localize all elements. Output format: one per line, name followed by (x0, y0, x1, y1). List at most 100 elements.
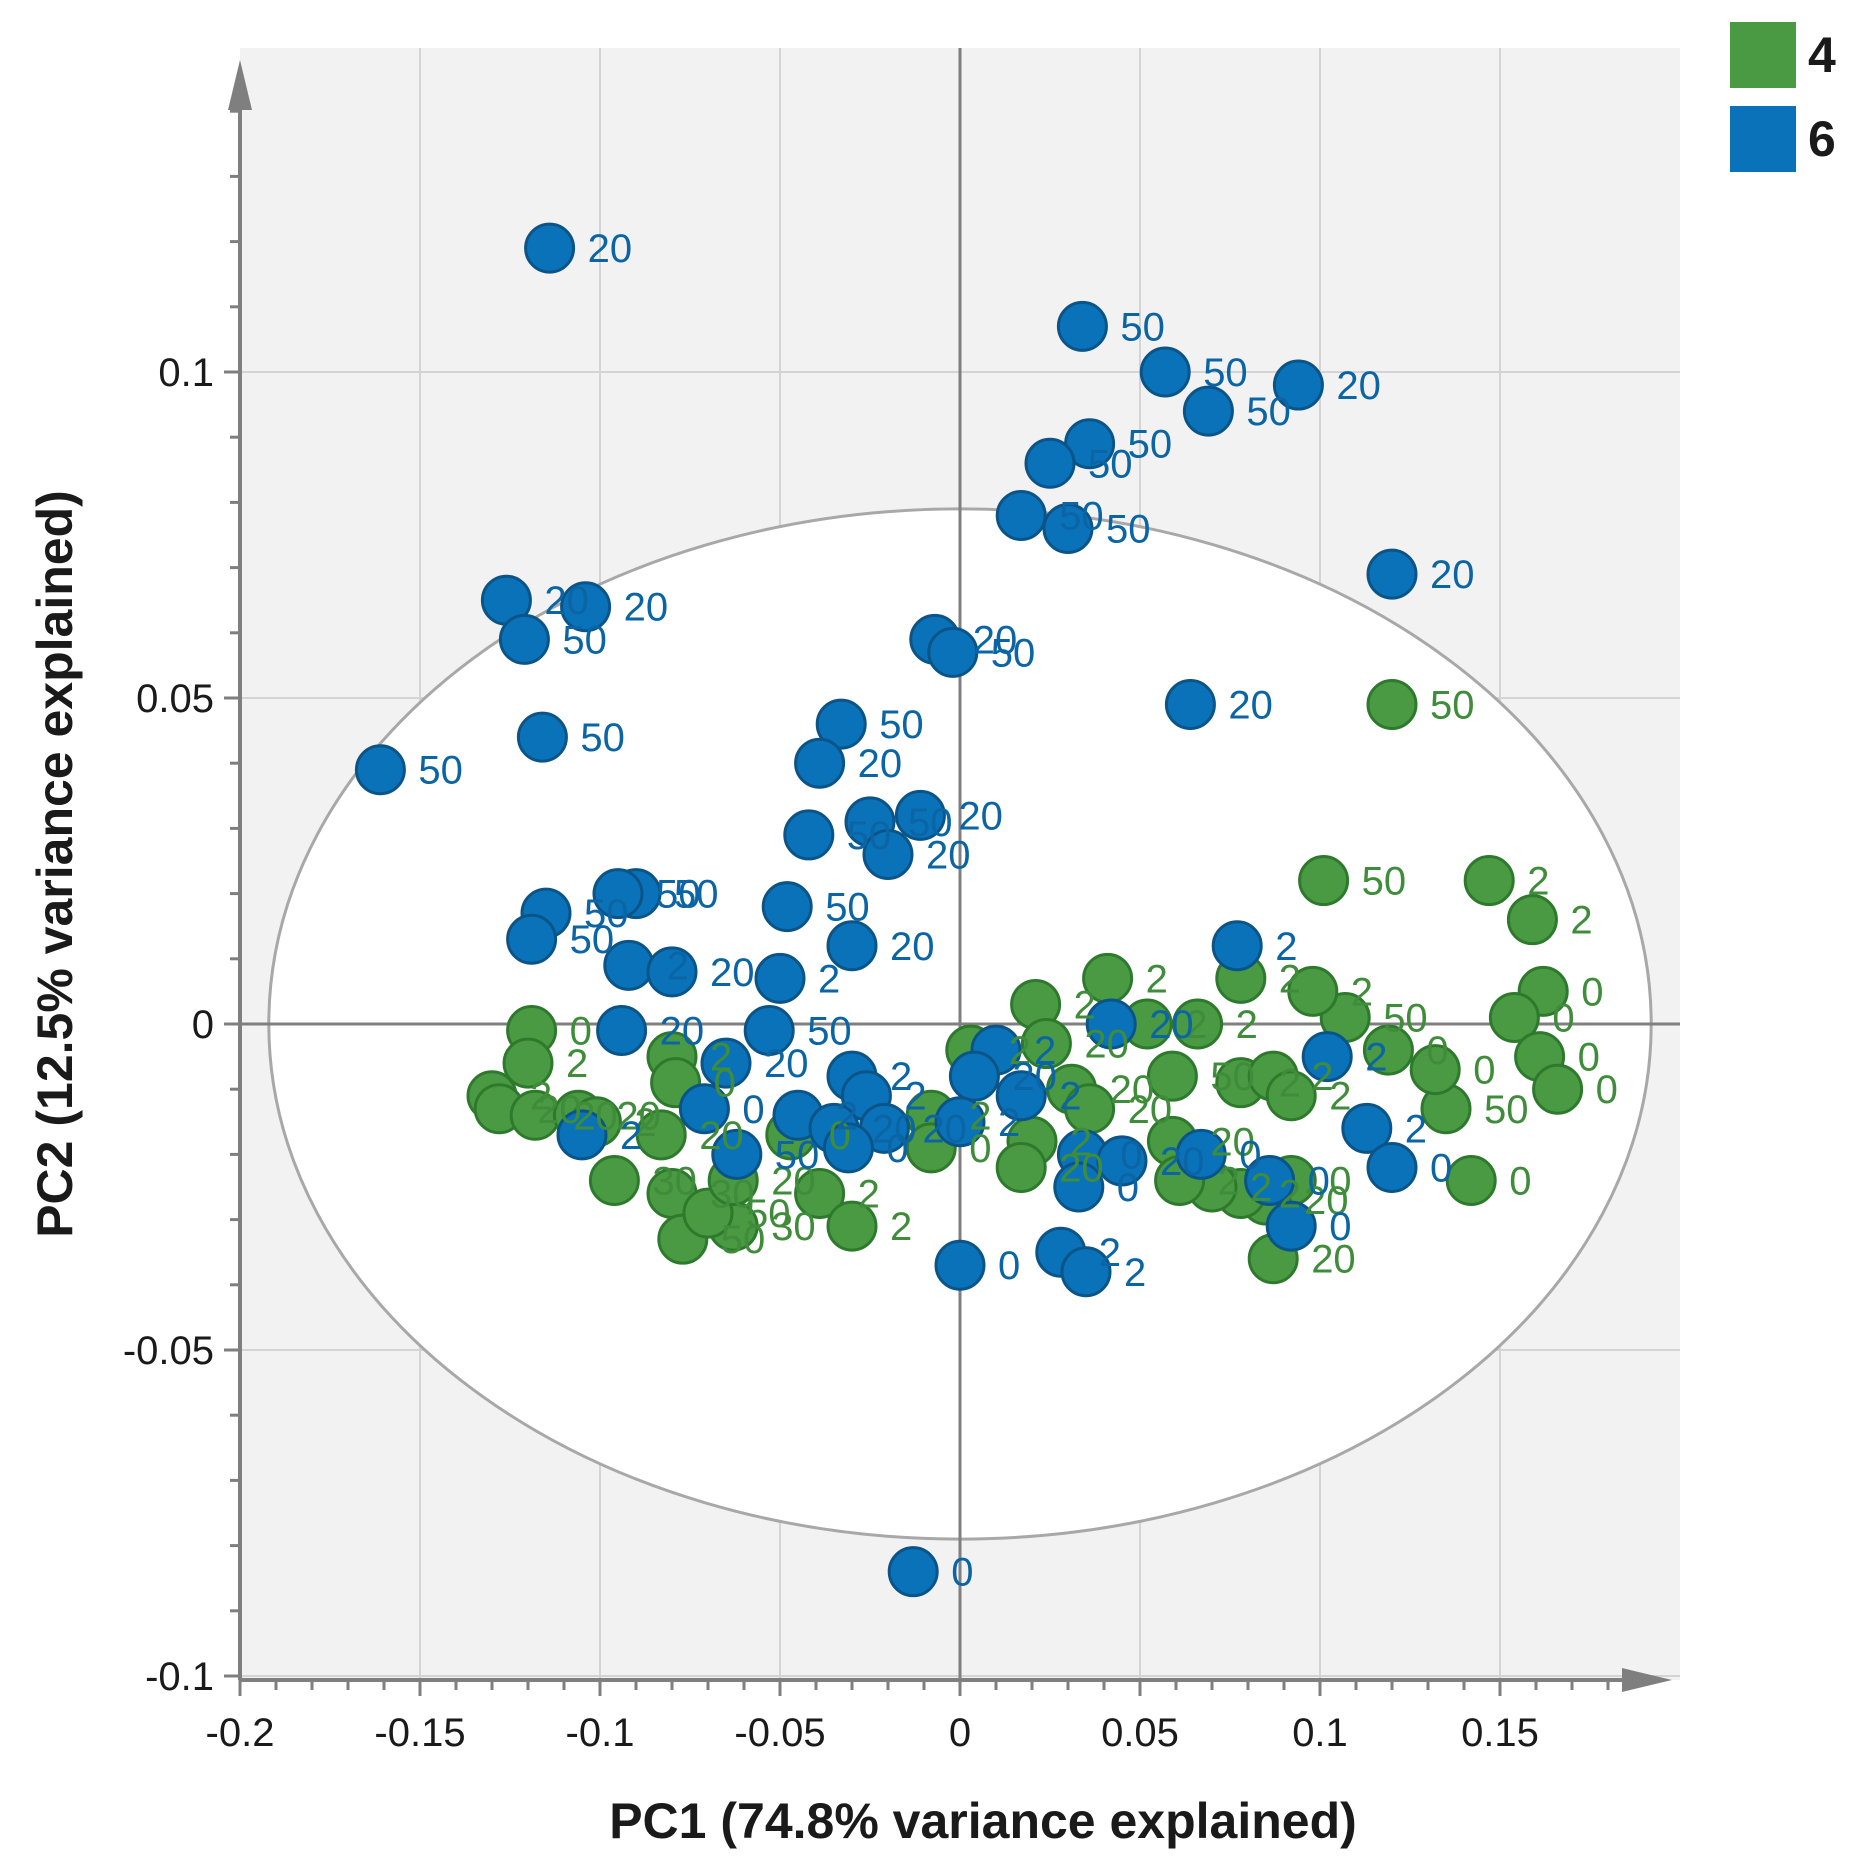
data-label-group-6: 20 (1228, 684, 1273, 728)
legend-label-6: 6 (1808, 111, 1836, 167)
data-label-group-4: 2 (1527, 860, 1549, 904)
data-label-group-6: 0 (886, 1127, 908, 1171)
data-point-group-6 (936, 1241, 984, 1289)
data-label-group-4: 0 (1473, 1049, 1495, 1093)
data-label-group-4: 50 (1430, 684, 1475, 728)
data-label-group-4: 0 (1552, 996, 1574, 1040)
data-label-group-4: 2 (1329, 1075, 1351, 1119)
data-label-group-6: 20 (624, 586, 669, 630)
data-label-group-6: 2 (1124, 1251, 1146, 1295)
data-label-group-6: 2 (667, 944, 689, 988)
chart-canvas: -0.2 -0.15 -0.1 -0.05 0 0.05 0.1 0.15-0.1-0.050… (0, 0, 1857, 1866)
data-label-group-4: 2 (890, 1205, 912, 1249)
data-label-group-6: 2 (1059, 1075, 1081, 1119)
data-label-group-4: 50 (1383, 996, 1428, 1040)
data-label-group-6: 20 (544, 579, 589, 623)
data-point-group-6 (1058, 302, 1106, 350)
data-point-group-4 (1465, 857, 1513, 905)
data-label-group-4: 50 (1210, 1055, 1255, 1099)
data-point-group-4 (1300, 857, 1348, 905)
data-label-group-4: 2 (1236, 1003, 1258, 1047)
data-point-group-4 (997, 1143, 1045, 1191)
data-label-group-4: 2 (566, 1042, 588, 1086)
data-label-group-6: 0 (1329, 1205, 1351, 1249)
data-point-group-6 (526, 224, 574, 272)
data-label-group-6: 50 (570, 918, 615, 962)
data-label-group-6: 20 (1149, 1003, 1194, 1047)
data-label-group-4: 20 (573, 1094, 618, 1138)
data-label-group-6: 2 (818, 957, 840, 1001)
data-label-group-6: 20 (1336, 364, 1381, 408)
data-point-group-6 (929, 628, 977, 676)
legend: 4 6 (1730, 22, 1836, 172)
data-label-group-6: 0 (742, 1088, 764, 1132)
x-tick-label: -0.1 (566, 1711, 635, 1755)
data-point-group-6 (1166, 681, 1214, 729)
data-label-group-4: 30 (652, 1159, 697, 1203)
y-tick-label: -0.05 (123, 1329, 214, 1373)
data-label-group-6: 50 (775, 1133, 820, 1177)
data-label-group-4: 2 (1074, 983, 1096, 1027)
data-label-group-6: 0 (1117, 1166, 1139, 1210)
data-label-group-4: 0 (969, 1127, 991, 1171)
y-axis-title: PC2 (12.5% variance explained) (27, 490, 83, 1238)
data-point-group-4 (1447, 1156, 1495, 1204)
data-label-group-6: 50 (1203, 351, 1248, 395)
data-label-group-4: 50 (1484, 1088, 1529, 1132)
data-label-group-6: 2 (998, 1101, 1020, 1145)
data-point-group-4 (590, 1156, 638, 1204)
data-label-group-6: 50 (1120, 305, 1165, 349)
data-point-group-6 (518, 713, 566, 761)
data-point-group-4 (1534, 1065, 1582, 1113)
data-label-group-4: 2 (1279, 1062, 1301, 1106)
data-label-group-6: 20 (922, 1107, 967, 1151)
data-label-group-6: 0 (1430, 1146, 1452, 1190)
data-label-group-4: 0 (1581, 970, 1603, 1014)
data-label-group-4: 2 (1570, 899, 1592, 943)
legend-swatch-4 (1730, 22, 1796, 88)
data-label-group-6: 20 (660, 1010, 705, 1054)
data-label-group-6: 50 (879, 703, 924, 747)
data-label-group-6: 50 (847, 814, 892, 858)
data-label-group-6: 50 (807, 1010, 852, 1054)
data-point-group-6 (763, 883, 811, 931)
data-point-group-6 (1213, 922, 1261, 970)
data-label-group-4: 0 (1426, 1029, 1448, 1073)
data-label-group-6: 2 (1099, 1231, 1121, 1275)
data-point-group-4 (1368, 681, 1416, 729)
x-tick-label: 0.1 (1292, 1711, 1348, 1755)
data-label-group-4: 0 (1509, 1159, 1531, 1203)
x-tick-label: 0.05 (1101, 1711, 1179, 1755)
data-label-group-6: 2 (836, 1094, 858, 1138)
data-label-group-6: 50 (991, 631, 1036, 675)
data-point-group-6 (785, 811, 833, 859)
data-label-group-6: 0 (1308, 1159, 1330, 1203)
data-point-group-6 (598, 1007, 646, 1055)
legend-swatch-6 (1730, 106, 1796, 172)
data-point-group-6 (508, 915, 556, 963)
x-tick-label: -0.05 (734, 1711, 825, 1755)
x-axis-title: PC1 (74.8% variance explained) (609, 1793, 1357, 1849)
x-tick-label: -0.2 (206, 1711, 275, 1755)
data-label-group-4: 0 (1596, 1068, 1618, 1112)
data-label-group-6: 50 (580, 716, 625, 760)
data-label-group-6: 0 (998, 1244, 1020, 1288)
data-label-group-6: 50 (825, 886, 870, 930)
data-point-group-6 (1141, 348, 1189, 396)
data-label-group-6: 0 (951, 1551, 973, 1595)
data-label-group-6: 20 (858, 742, 903, 786)
data-label-group-6: 2 (1405, 1107, 1427, 1151)
data-label-group-6: 20 (1012, 1055, 1057, 1099)
x-tick-label: 0.15 (1461, 1711, 1539, 1755)
data-label-group-4: 20 (1128, 1088, 1173, 1132)
data-label-group-4: 20 (1059, 1146, 1104, 1190)
y-tick-label: 0 (192, 1003, 214, 1047)
data-label-group-6: 20 (764, 1042, 809, 1086)
data-point-group-6 (997, 491, 1045, 539)
data-label-group-6: 20 (926, 833, 971, 877)
data-label-group-6: 50 (418, 749, 463, 793)
legend-label-4: 4 (1808, 27, 1836, 83)
data-label-group-4: 20 (1084, 1023, 1129, 1067)
data-label-group-4: 2 (1351, 970, 1373, 1014)
data-point-group-6 (796, 739, 844, 787)
